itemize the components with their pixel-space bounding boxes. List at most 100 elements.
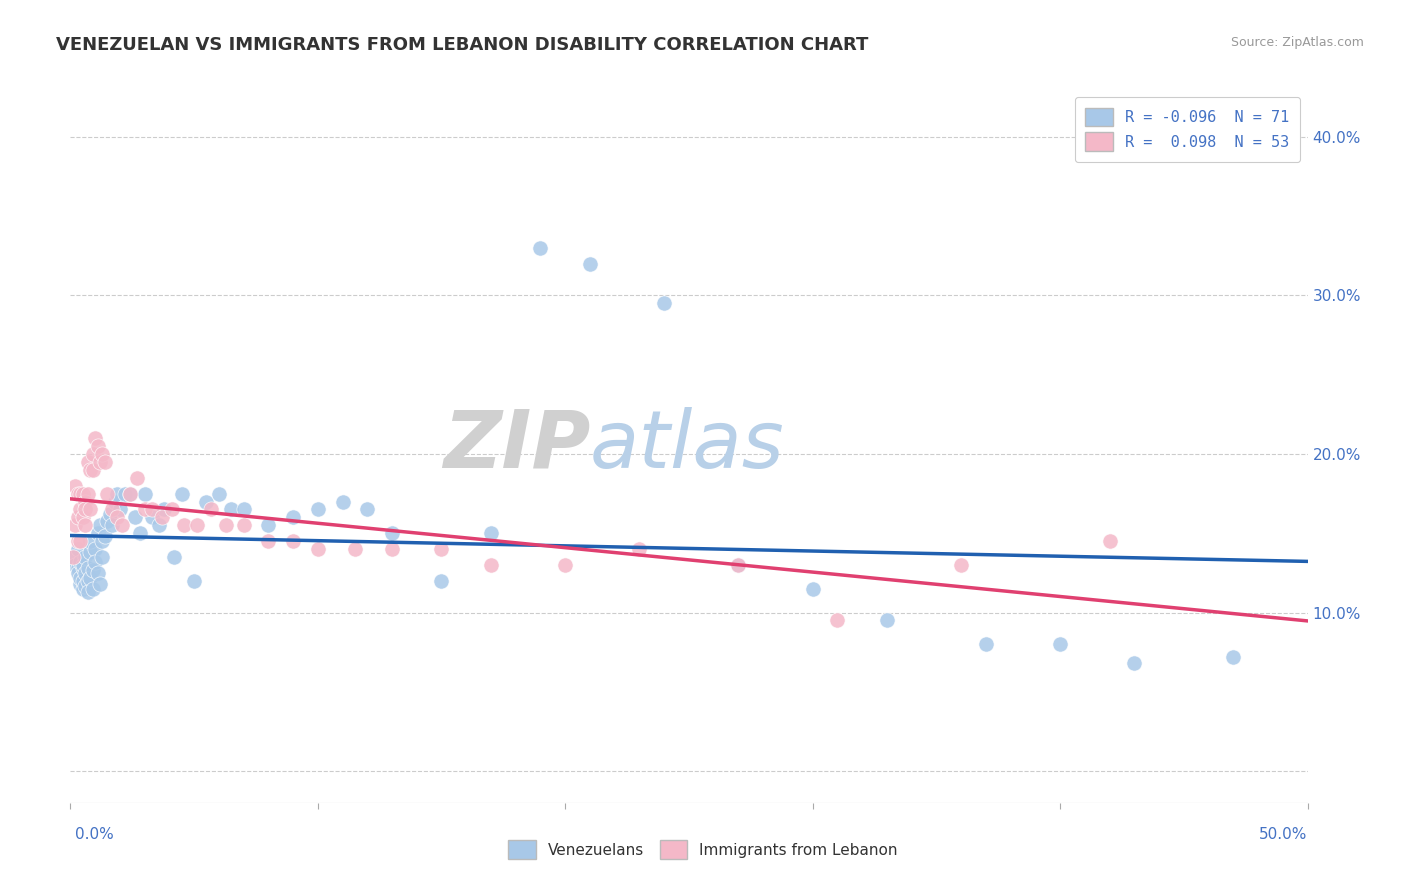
Point [134,502,156,516]
Point [79,502,101,516]
Point [84,542,107,557]
Point [75,578,97,592]
Point [118,486,141,500]
Point [91,534,114,549]
Point [96,486,118,500]
Point [727,558,749,572]
Point [356,502,378,516]
Point [89,455,111,469]
Point [82,582,104,596]
Point [98,507,121,521]
Point [219,502,242,516]
Point [652,296,675,310]
Point [75,518,97,533]
Point [104,494,127,508]
Point [183,574,205,588]
Point [430,574,453,588]
Point [84,431,107,445]
Point [134,486,156,500]
Point [76,585,98,599]
Point [173,518,195,533]
Point [307,502,329,516]
Point [69,486,91,500]
Point [72,582,94,596]
Point [1222,649,1244,664]
Point [343,542,366,557]
Text: Source: ZipAtlas.com: Source: ZipAtlas.com [1230,36,1364,49]
Point [72,558,94,572]
Point [479,526,502,541]
Point [1123,657,1146,671]
Point [186,518,208,533]
Legend: R = -0.096  N = 71, R =  0.098  N = 53: R = -0.096 N = 71, R = 0.098 N = 53 [1074,97,1301,161]
Point [727,558,749,572]
Point [200,502,222,516]
Point [257,534,280,549]
Point [801,582,824,596]
Point [554,558,576,572]
Point [84,555,107,569]
Point [89,577,111,591]
Point [86,566,108,580]
Point [1049,637,1071,651]
Point [281,510,304,524]
Point [75,566,97,580]
Point [215,518,238,533]
Point [381,526,404,541]
Point [79,534,101,549]
Point [94,455,117,469]
Point [232,518,254,533]
Point [257,518,280,533]
Point [66,534,89,549]
Point [96,514,118,528]
Point [150,510,173,524]
Point [72,486,94,500]
Point [69,502,91,516]
Point [72,561,94,575]
Point [195,494,218,508]
Point [529,241,551,255]
Point [82,563,104,577]
Point [79,571,101,585]
Point [94,529,117,543]
Text: VENEZUELAN VS IMMIGRANTS FROM LEBANON DISABILITY CORRELATION CHART: VENEZUELAN VS IMMIGRANTS FROM LEBANON DI… [56,36,869,54]
Point [108,502,131,516]
Point [170,486,193,500]
Point [69,571,91,585]
Point [76,455,98,469]
Point [86,439,108,453]
Point [114,486,136,500]
Point [76,486,98,500]
Point [75,502,97,516]
Point [876,614,898,628]
Point [101,518,124,533]
Text: atlas: atlas [591,407,785,485]
Point [281,534,304,549]
Point [65,478,87,492]
Point [105,510,128,524]
Legend: Venezuelans, Immigrants from Lebanon: Venezuelans, Immigrants from Lebanon [501,832,905,866]
Point [127,471,149,485]
Point [381,542,404,557]
Point [65,518,87,533]
Point [124,510,146,524]
Point [62,549,84,564]
Point [91,549,114,564]
Text: 50.0%: 50.0% [1260,827,1308,841]
Point [66,510,89,524]
Point [86,526,108,541]
Point [82,463,104,477]
Point [66,561,89,575]
Point [153,502,176,516]
Point [69,577,91,591]
Point [579,257,602,271]
Point [76,561,98,575]
Point [79,545,101,559]
Point [69,534,91,549]
Point [307,542,329,557]
Point [101,502,124,516]
Point [160,502,183,516]
Text: 0.0%: 0.0% [75,827,114,841]
Point [118,486,141,500]
Point [66,486,89,500]
